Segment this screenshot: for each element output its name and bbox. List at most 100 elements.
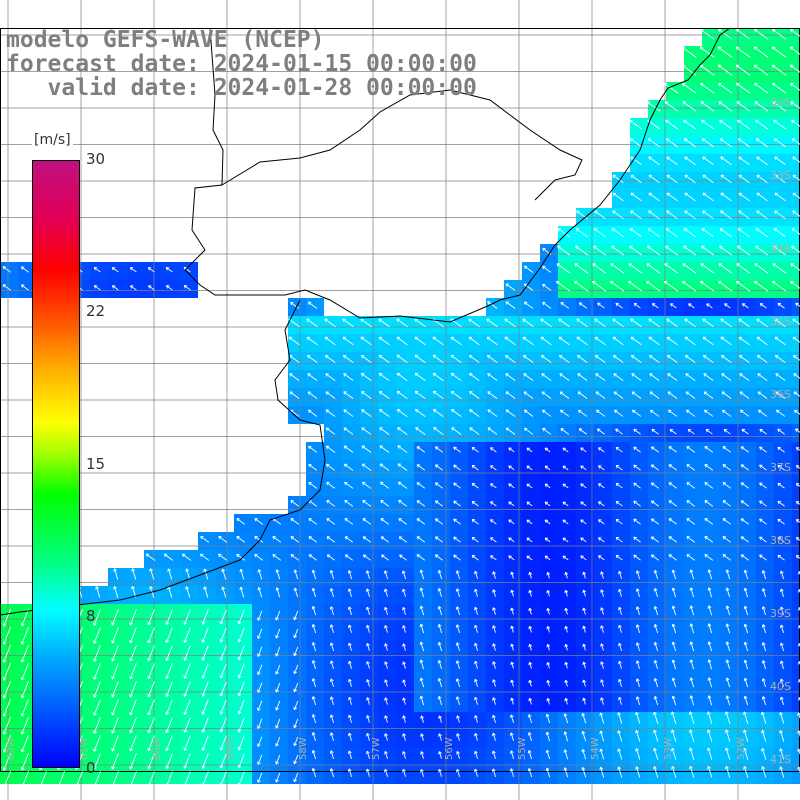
wind-arrow-head [420,715,424,719]
wind-arrow-head [293,706,297,711]
wind-arrow-head [756,174,761,179]
wind-arrow [490,501,497,507]
wind-arrow [681,46,697,58]
wind-arrow [238,663,245,679]
wind-arrow [635,766,641,778]
wind-arrow-head [379,481,384,486]
wind-arrow-head [308,463,312,468]
wind-arrow-head [362,554,367,558]
wind-arrow [450,354,462,364]
wind-arrow-head [111,676,115,680]
wind-arrow [149,568,155,580]
wind-arrow-head [455,624,460,628]
wind-arrow-head [704,500,708,504]
wind-arrow-head [761,624,766,628]
wind-arrow [600,697,604,705]
wind-arrow-head [671,765,675,770]
wind-arrow [777,482,785,489]
wind-arrow [348,606,352,615]
wind-arrow-head [689,659,694,663]
wind-arrow [505,373,516,381]
wind-arrow-head [612,174,617,179]
wind-arrow-head [725,623,730,627]
wind-arrow-head [671,641,676,646]
wind-arrow [757,373,768,381]
wind-arrow-head [581,730,586,735]
wind-arrow [612,318,624,328]
wind-arrow-head [384,679,388,683]
wind-arrow-head [648,174,653,179]
wind-arrow [308,445,318,453]
wind-arrow [580,483,587,489]
wind-arrow [526,501,533,507]
wind-arrow [703,373,714,381]
wind-arrow [547,680,550,687]
wind-arrow-head [129,640,133,644]
wind-arrow-head [474,733,478,737]
wind-arrow-head [761,570,766,574]
wind-arrow-head [777,500,781,505]
wind-arrow-head [509,768,514,772]
wind-arrow [510,714,514,723]
wind-arrow-head [522,355,527,359]
wind-arrow-head [600,643,604,647]
wind-arrow [790,263,800,271]
wind-arrow-head [651,428,655,433]
wind-arrow [433,409,444,418]
wind-arrow-head [683,119,687,124]
wind-arrow [636,624,641,634]
wind-arrow [474,625,478,633]
wind-arrow [490,447,497,453]
wind-arrow-head [595,409,600,414]
wind-arrow [772,28,787,40]
wind-arrow [451,391,462,400]
wind-arrow-head [653,695,658,700]
wind-arrow-head [384,625,388,629]
wind-arrow [345,554,353,561]
wind-arrow-head [201,729,206,733]
wind-arrow-head [647,245,651,250]
wind-arrow [416,446,426,453]
wind-arrow-head [612,210,616,214]
wind-arrow [726,569,731,580]
wind-arrow [93,717,101,734]
wind-arrow [257,700,263,711]
wind-arrow-head [432,409,437,413]
wind-arrow-head [293,634,297,639]
wind-arrow-head [2,641,7,645]
wind-arrow [529,626,532,633]
wind-arrow-head [777,536,781,541]
wind-arrow-head [366,732,370,737]
wind-arrow [654,678,659,688]
wind-arrow [651,554,659,561]
wind-arrow [184,771,191,787]
wind-arrow [754,28,769,40]
wind-arrow [380,536,390,543]
wind-arrow-head [275,617,279,621]
wind-arrow-head [455,606,460,610]
wind-arrow [720,210,732,220]
wind-arrow [147,627,155,644]
wind-arrow [111,717,119,734]
wind-arrow [379,391,390,400]
wind-arrow [597,428,605,435]
wind-arrow [511,643,514,651]
wind-arrow-head [456,751,460,755]
wind-arrow-head [633,428,637,433]
wind-arrow [600,607,604,615]
wind-arrow [492,715,496,723]
wind-arrow-head [578,428,583,432]
wind-arrow [381,554,389,561]
wind-arrow-head [706,303,710,307]
wind-arrow [630,336,642,346]
wind-arrow [726,677,731,688]
wind-arrow-head [361,373,365,377]
wind-arrow [344,536,354,543]
wind-arrow-head [471,554,476,559]
wind-arrow-head [618,588,622,593]
wind-arrow [726,587,731,598]
wind-arrow-head [455,642,460,646]
colorbar [32,160,80,768]
wind-arrow [220,735,227,751]
wind-arrow [582,731,587,742]
